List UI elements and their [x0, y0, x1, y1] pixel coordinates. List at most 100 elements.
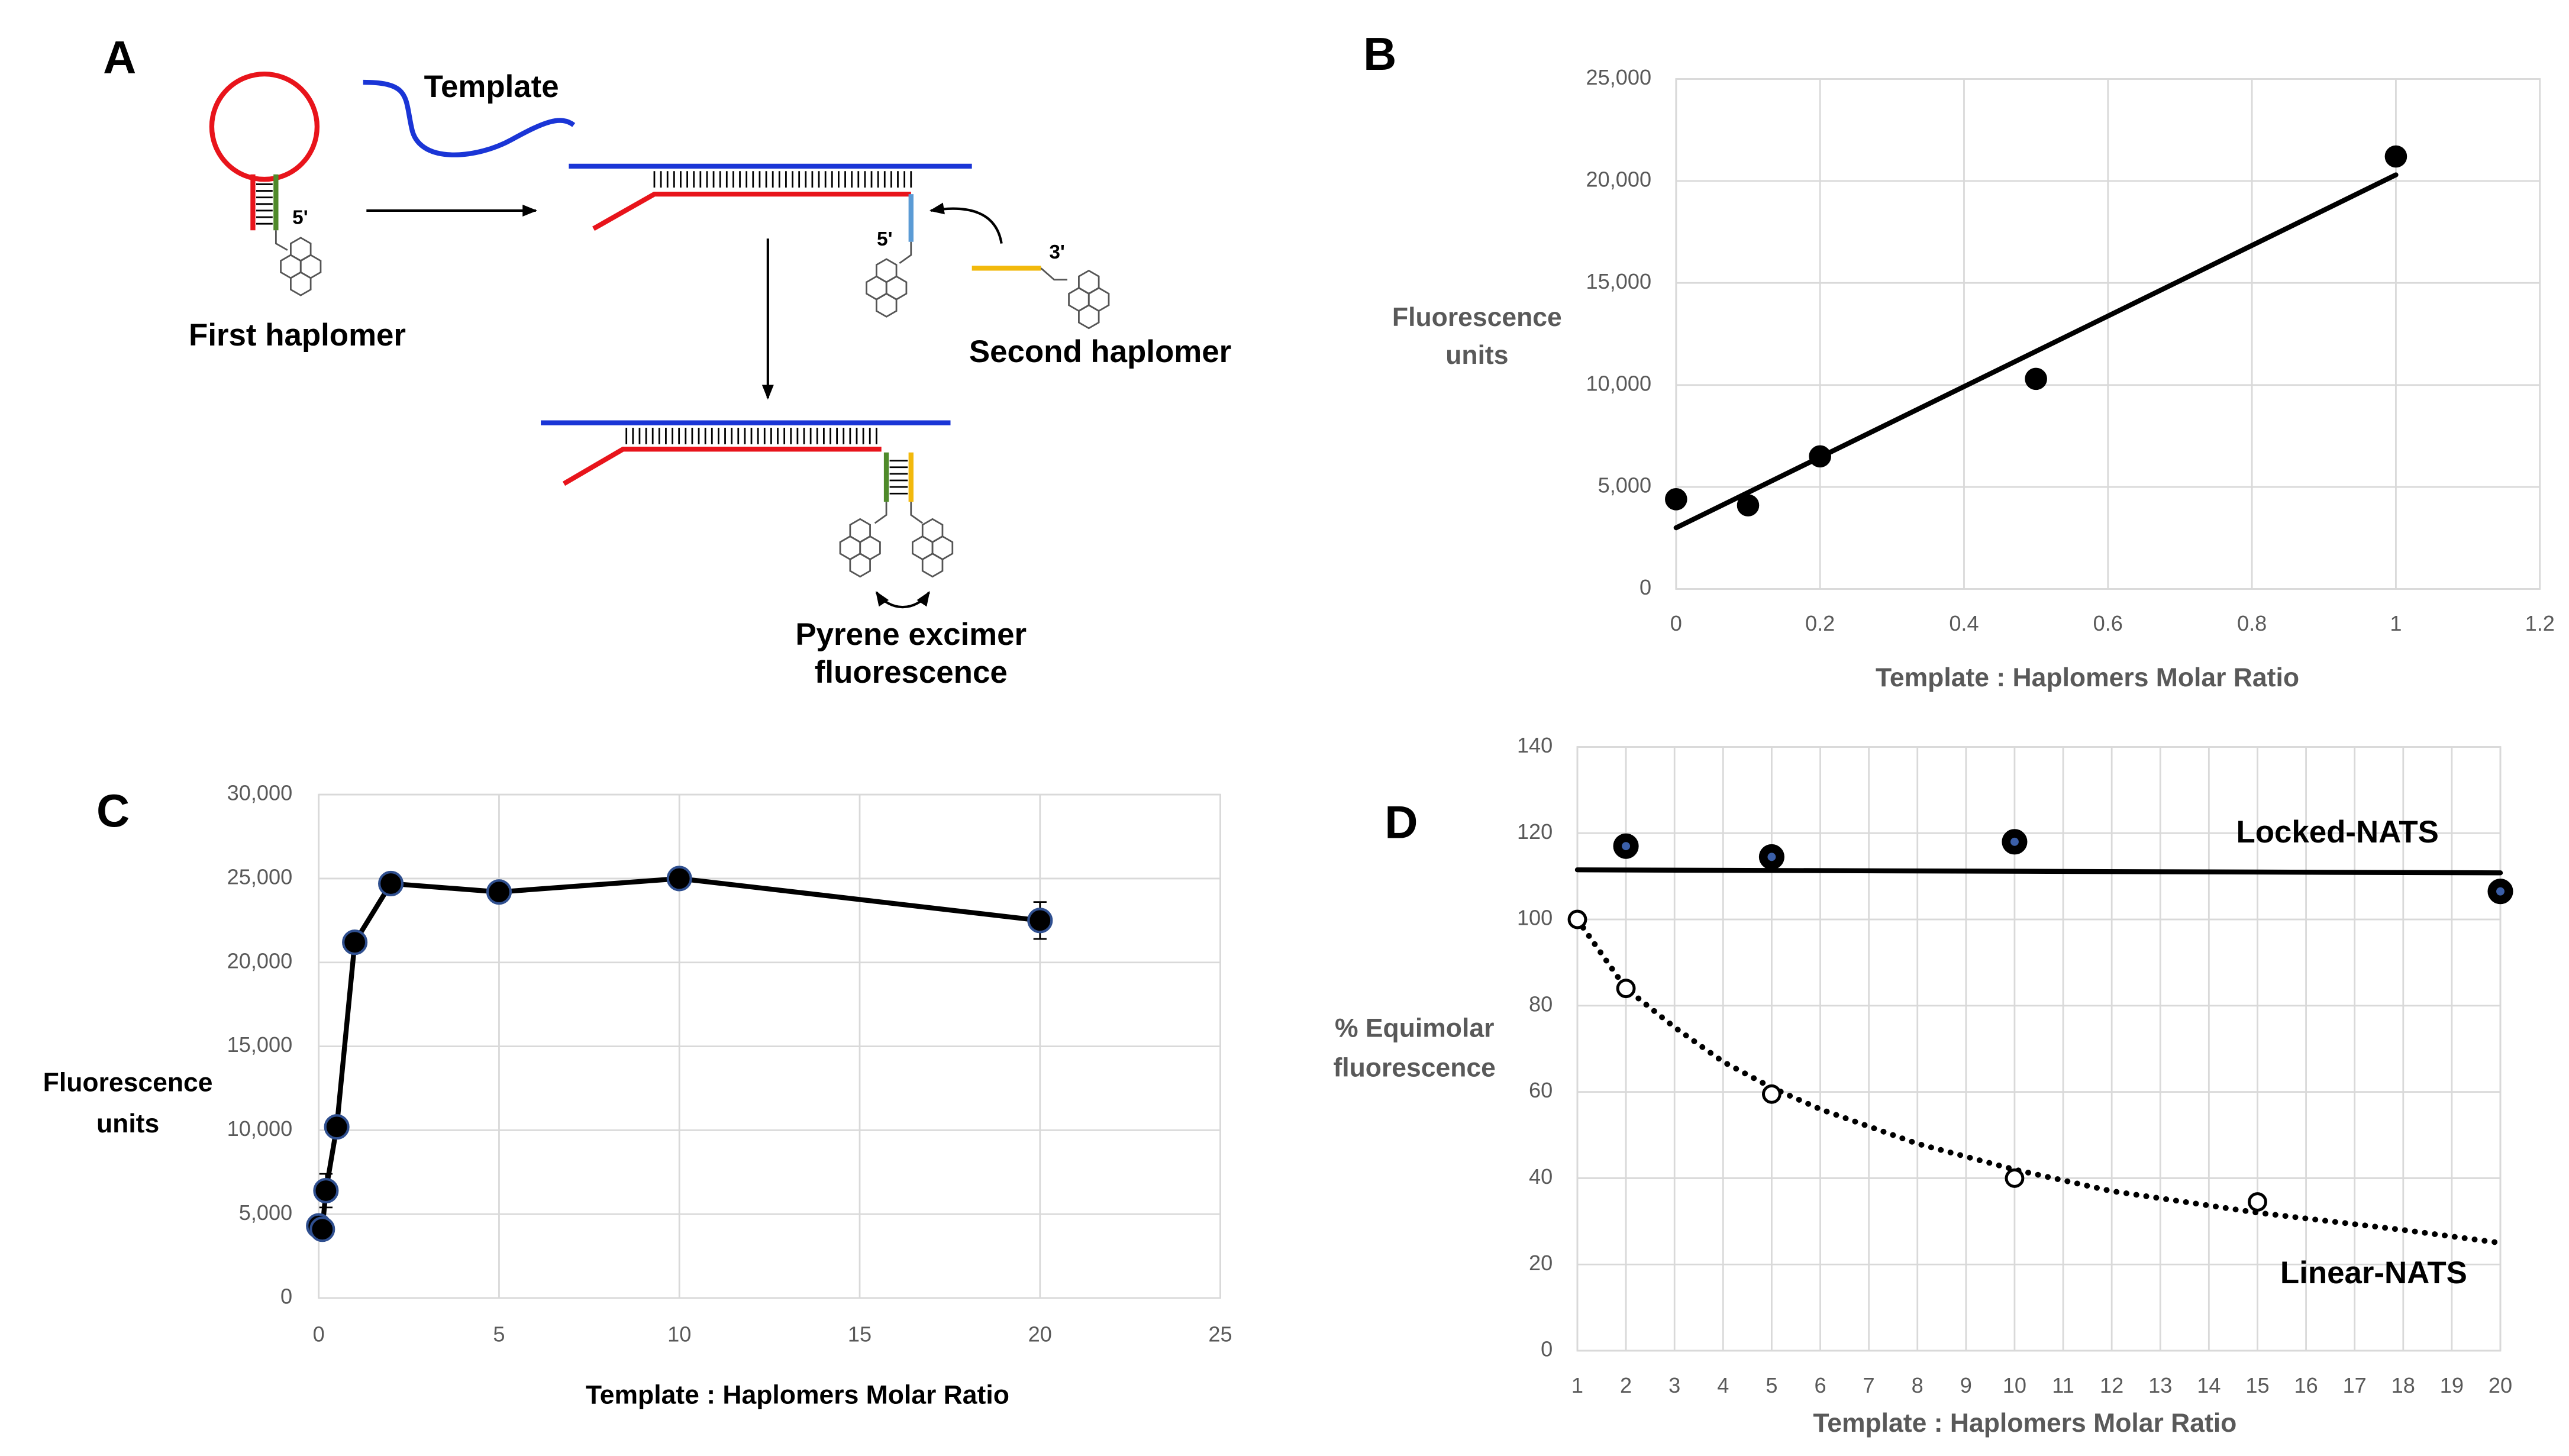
x-tick-label: 15: [848, 1322, 872, 1347]
x-tick-label: 1: [2390, 611, 2402, 635]
y-tick-label: 20,000: [1586, 167, 1652, 191]
strand: [592, 191, 911, 231]
point: [1809, 445, 1831, 468]
y-tick-label: 0: [1541, 1337, 1553, 1361]
y-tick-label: 30,000: [227, 781, 293, 805]
label: First haplomer: [189, 318, 406, 353]
point-center: [2010, 837, 2019, 846]
x-tick-label: 0: [313, 1322, 325, 1347]
point: [486, 879, 512, 905]
x-tick-label: 0: [1670, 611, 1682, 635]
y-tick-label: 5,000: [239, 1200, 292, 1225]
label: 3': [1049, 241, 1065, 263]
label: 5': [292, 207, 308, 229]
point: [1737, 494, 1760, 516]
y-tick-label: 15,000: [1586, 269, 1652, 293]
point: [378, 870, 404, 897]
series-label: Linear-NATS: [2280, 1255, 2467, 1290]
trendline: [1574, 916, 2503, 1246]
x-tick-label: 16: [2294, 1373, 2318, 1397]
x-axis-label: Template : Haplomers Molar Ratio: [1813, 1409, 2236, 1438]
linker: [874, 502, 887, 524]
x-tick-label: 0.2: [1805, 611, 1835, 635]
x-tick-label: 9: [1960, 1373, 1972, 1397]
point: [324, 1114, 350, 1140]
trendline: [1673, 172, 2399, 531]
diagram: A 5' First haplomer Template 5' 3' Secon…: [103, 32, 1231, 690]
trendline: [1574, 867, 2503, 876]
arrow: [875, 591, 931, 609]
y-tick-label: 140: [1517, 733, 1553, 757]
y-tick-label: 20,000: [227, 948, 293, 973]
x-tick-label: 20: [1028, 1322, 1052, 1347]
point: [2384, 145, 2407, 168]
chart: C Fluorescence units Template : Haplomers M…: [43, 781, 1232, 1410]
arrow: [929, 202, 1003, 244]
x-tick-label: 0.6: [2093, 611, 2123, 635]
y-tick-label: 80: [1529, 992, 1553, 1016]
x-tick-label: 14: [2197, 1373, 2221, 1397]
x-tick-label: 13: [2148, 1373, 2172, 1397]
y-axis-label: fluorescence: [1333, 1053, 1495, 1082]
linker: [910, 502, 924, 524]
y-axis-label: Fluorescence: [1392, 303, 1562, 332]
y-tick-label: 15,000: [227, 1032, 293, 1057]
base-pairs: [256, 183, 273, 225]
template-strand: [363, 79, 576, 157]
x-tick-label: 20: [2489, 1373, 2512, 1397]
point-center: [1767, 853, 1776, 861]
y-tick-label: 5,000: [1598, 473, 1651, 498]
y-tick-label: 10,000: [227, 1116, 293, 1141]
x-tick-label: 0.4: [1949, 611, 1979, 635]
chart: B Fluorescence units Template : Haplomers M…: [1363, 29, 2555, 692]
point: [2248, 1192, 2267, 1212]
point: [342, 929, 368, 955]
plot-frame: [1576, 746, 2502, 1352]
base-pairs: [653, 171, 912, 188]
label: Second haplomer: [969, 334, 1231, 369]
point: [1567, 909, 1587, 929]
linker: [899, 241, 912, 264]
y-tick-label: 25,000: [227, 864, 293, 889]
x-tick-label: 6: [1814, 1373, 1826, 1397]
label: Template: [424, 69, 559, 104]
y-axis-label: units: [96, 1109, 159, 1138]
x-tick-label: 8: [1912, 1373, 1923, 1397]
x-tick-label: 18: [2392, 1373, 2415, 1397]
y-tick-label: 0: [280, 1284, 292, 1309]
y-tick-label: 0: [1639, 575, 1651, 599]
x-tick-label: 5: [493, 1322, 505, 1347]
y-tick-label: 20: [1529, 1251, 1553, 1275]
pyrene: [280, 237, 322, 296]
point: [2025, 367, 2047, 390]
x-tick-label: 12: [2100, 1373, 2123, 1397]
panel-letter: B: [1363, 29, 1396, 80]
point-center: [2496, 887, 2505, 896]
linker: [275, 230, 288, 251]
plot-frame: [1675, 78, 2541, 590]
x-tick-label: 2: [1620, 1373, 1632, 1397]
pyrene: [839, 518, 881, 578]
point: [666, 866, 692, 892]
point-center: [1622, 842, 1631, 851]
x-tick-label: 19: [2440, 1373, 2464, 1397]
y-axis-label: units: [1445, 341, 1508, 370]
base-pairs: [625, 428, 877, 444]
x-tick-label: 25: [1208, 1322, 1232, 1347]
base-pairs: [889, 460, 908, 495]
y-tick-label: 100: [1517, 906, 1553, 930]
pyrene: [866, 258, 908, 318]
y-tick-label: 25,000: [1586, 65, 1652, 89]
point: [309, 1216, 335, 1242]
chart: D % Equimolar fluorescence Template : Haplo…: [1333, 733, 2513, 1438]
y-tick-label: 10,000: [1586, 371, 1652, 395]
x-tick-label: 7: [1863, 1373, 1875, 1397]
x-tick-label: 17: [2343, 1373, 2367, 1397]
point: [2005, 1168, 2025, 1188]
pyrene: [911, 518, 954, 578]
x-tick-label: 1.2: [2525, 611, 2555, 635]
point: [313, 1177, 339, 1204]
y-axis-label: % Equimolar: [1335, 1014, 1494, 1043]
point: [1616, 979, 1636, 999]
